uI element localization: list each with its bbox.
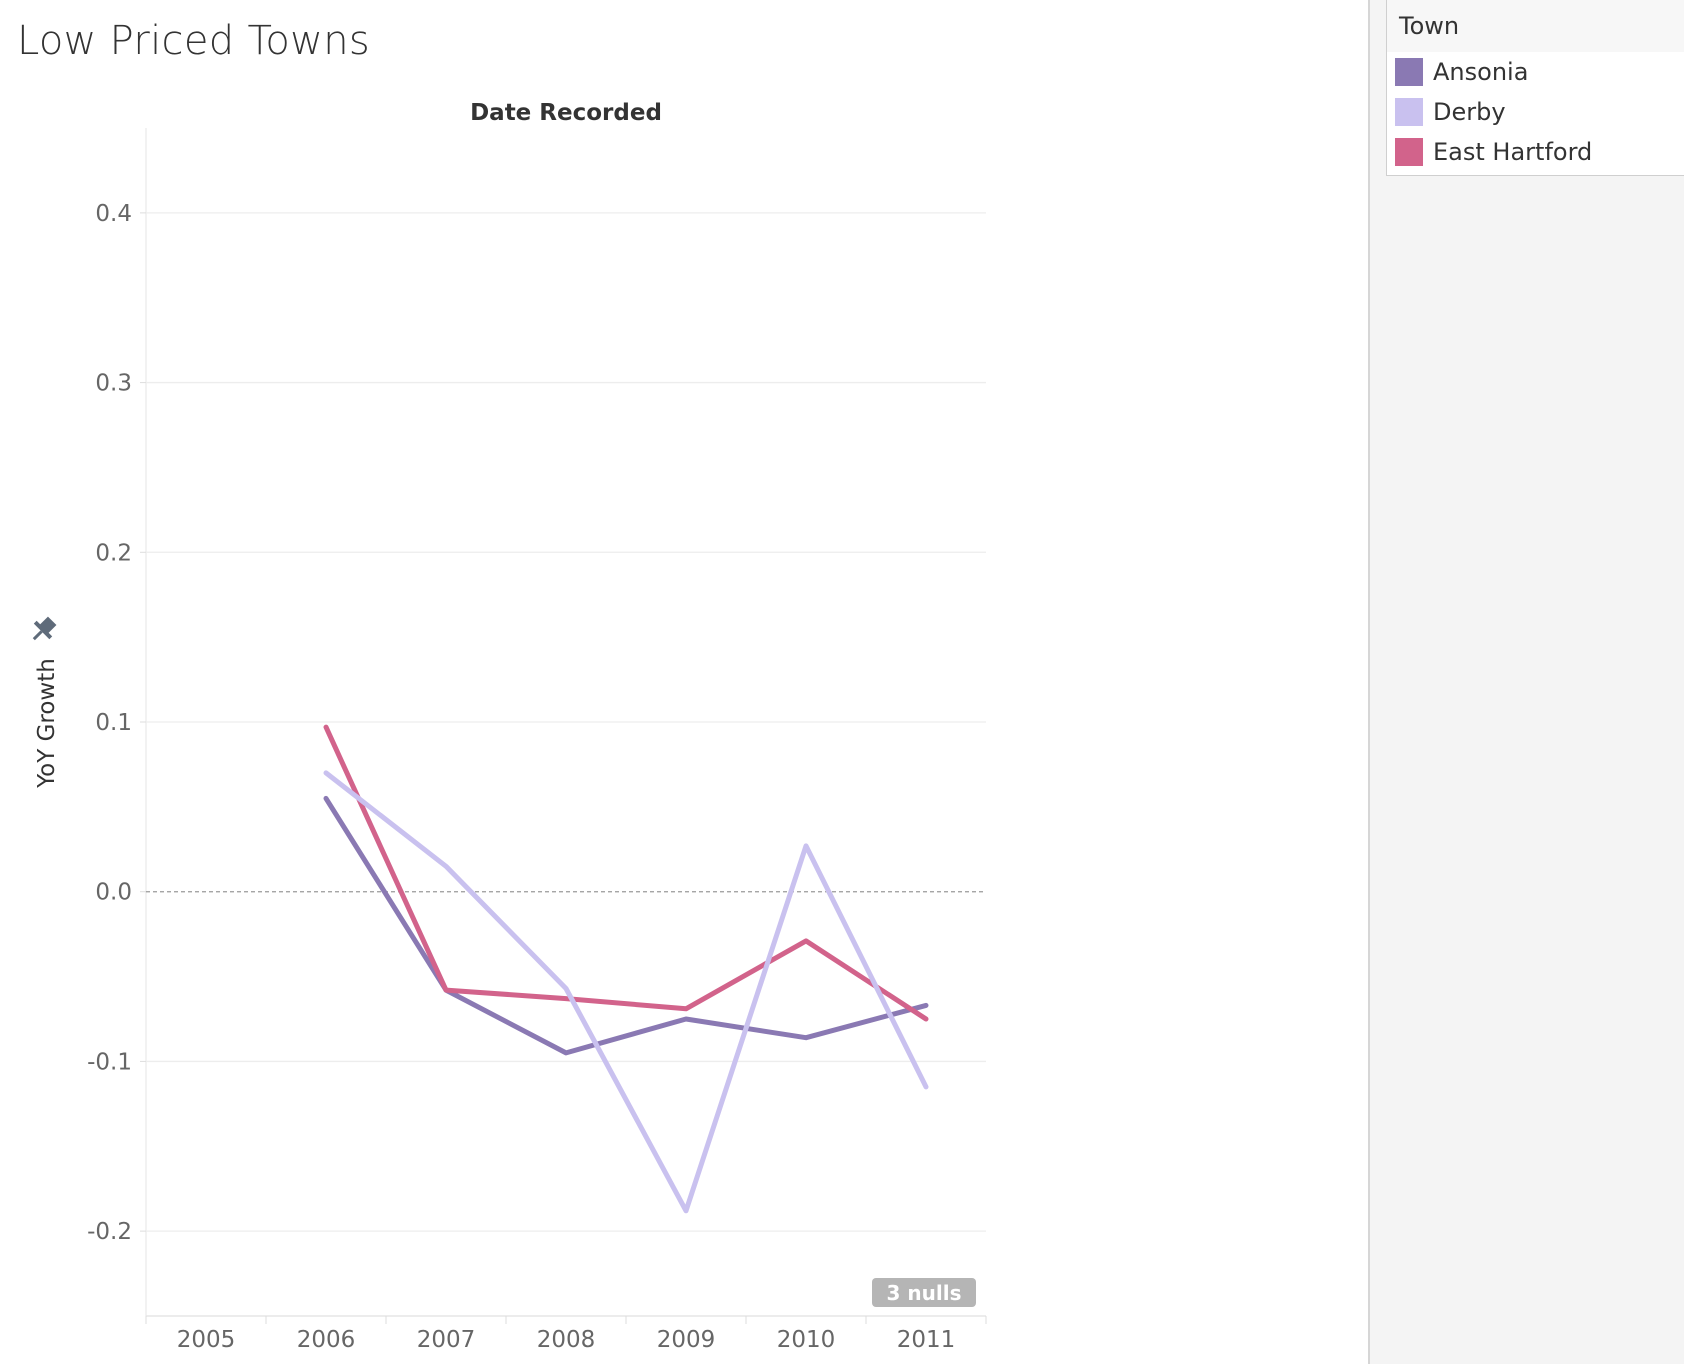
- x-tick-label: 2008: [537, 1327, 596, 1353]
- y-tick-label: 0.2: [95, 540, 132, 566]
- legend-item-ansonia[interactable]: Ansonia: [1387, 52, 1684, 92]
- x-axis-title: Date Recorded: [470, 100, 662, 126]
- series-line-ansonia[interactable]: [323, 795, 929, 1056]
- page-title: Low Priced Towns: [17, 18, 370, 64]
- legend-swatch: [1395, 138, 1423, 166]
- color-legend[interactable]: Town Ansonia Derby East Hartford: [1386, 0, 1684, 176]
- legend-item-derby[interactable]: Derby: [1387, 92, 1684, 132]
- y-tick-label: 0.1: [95, 710, 132, 736]
- x-tick-label: 2006: [297, 1327, 356, 1353]
- line-chart: Date Recorded 0.4 0.3 0.2 0.1 0.0 -0.1 -0.2 2005…: [26, 100, 987, 1353]
- legend-item-east-hartford[interactable]: East Hartford: [1387, 132, 1684, 172]
- x-tick-label: 2005: [177, 1327, 236, 1353]
- x-tick-label: 2010: [777, 1327, 836, 1353]
- x-tick-label: 2009: [657, 1327, 716, 1353]
- y-tick-label: 0.3: [95, 371, 132, 397]
- pin-icon[interactable]: [26, 613, 60, 647]
- y-tick-label: 0.4: [95, 201, 132, 227]
- y-axis-label: YoY Growth: [34, 658, 60, 789]
- series-line-derby[interactable]: [323, 770, 929, 1214]
- legend-swatch: [1395, 98, 1423, 126]
- y-tick-label: -0.2: [87, 1219, 132, 1245]
- series-line-east-hartford[interactable]: [323, 724, 929, 1022]
- legend-label: Ansonia: [1433, 58, 1529, 86]
- legend-title: Town: [1387, 0, 1684, 52]
- y-tick-label: -0.1: [87, 1049, 132, 1075]
- y-tick-label: 0.0: [95, 880, 132, 906]
- side-panel: Town Ansonia Derby East Hartford: [1368, 0, 1684, 1364]
- x-tick-label: 2007: [417, 1327, 476, 1353]
- nulls-badge[interactable]: [872, 1278, 976, 1307]
- legend-label: Derby: [1433, 98, 1506, 126]
- nulls-badge-label: 3 nulls: [887, 1281, 962, 1305]
- legend-swatch: [1395, 58, 1423, 86]
- legend-label: East Hartford: [1433, 138, 1593, 166]
- x-tick-label: 2011: [897, 1327, 956, 1353]
